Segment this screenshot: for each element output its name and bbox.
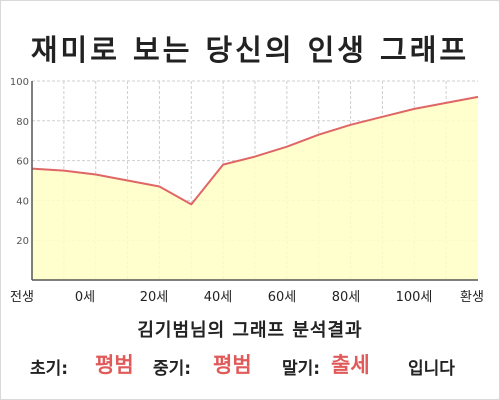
y-tick-label: 60 [16,157,29,168]
y-tick-label: 40 [16,196,29,207]
chart-ticks: 20 40 60 80 100 전생 0세 20세 40세 60세 80세 100세 환생 [10,77,484,305]
life-area-fill [32,96,478,281]
x-tick-label: 환생 [460,290,484,305]
result-summary: 초기: 평범 중기: 평범 말기: 출세 입니다 [20,345,490,385]
x-tick-label: 0세 [75,290,95,305]
x-tick-label: 100세 [396,290,433,305]
x-tick-label: 60세 [268,290,297,305]
life-line [31,95,479,206]
x-tick-label: 40세 [204,290,233,305]
x-tick-label: 20세 [140,290,169,305]
y-tick-label: 20 [16,236,29,247]
result-caption: 김기범님의 그래프 분석결과 [137,320,363,341]
y-tick-label: 100 [10,77,29,88]
middle-value: 평범 [213,353,252,377]
result-suffix: 입니다 [408,359,455,379]
x-tick-label: 전생 [10,290,34,305]
early-label: 초기: [30,359,69,379]
y-tick-label: 80 [16,117,29,128]
x-tick-label: 80세 [332,290,361,305]
late-label: 말기: [282,359,321,379]
page-title: 재미로 보는 당신의 인생 그래프 [30,33,470,67]
early-value: 평범 [95,353,134,377]
middle-label: 중기: [153,359,192,379]
late-value: 출세 [331,353,370,377]
